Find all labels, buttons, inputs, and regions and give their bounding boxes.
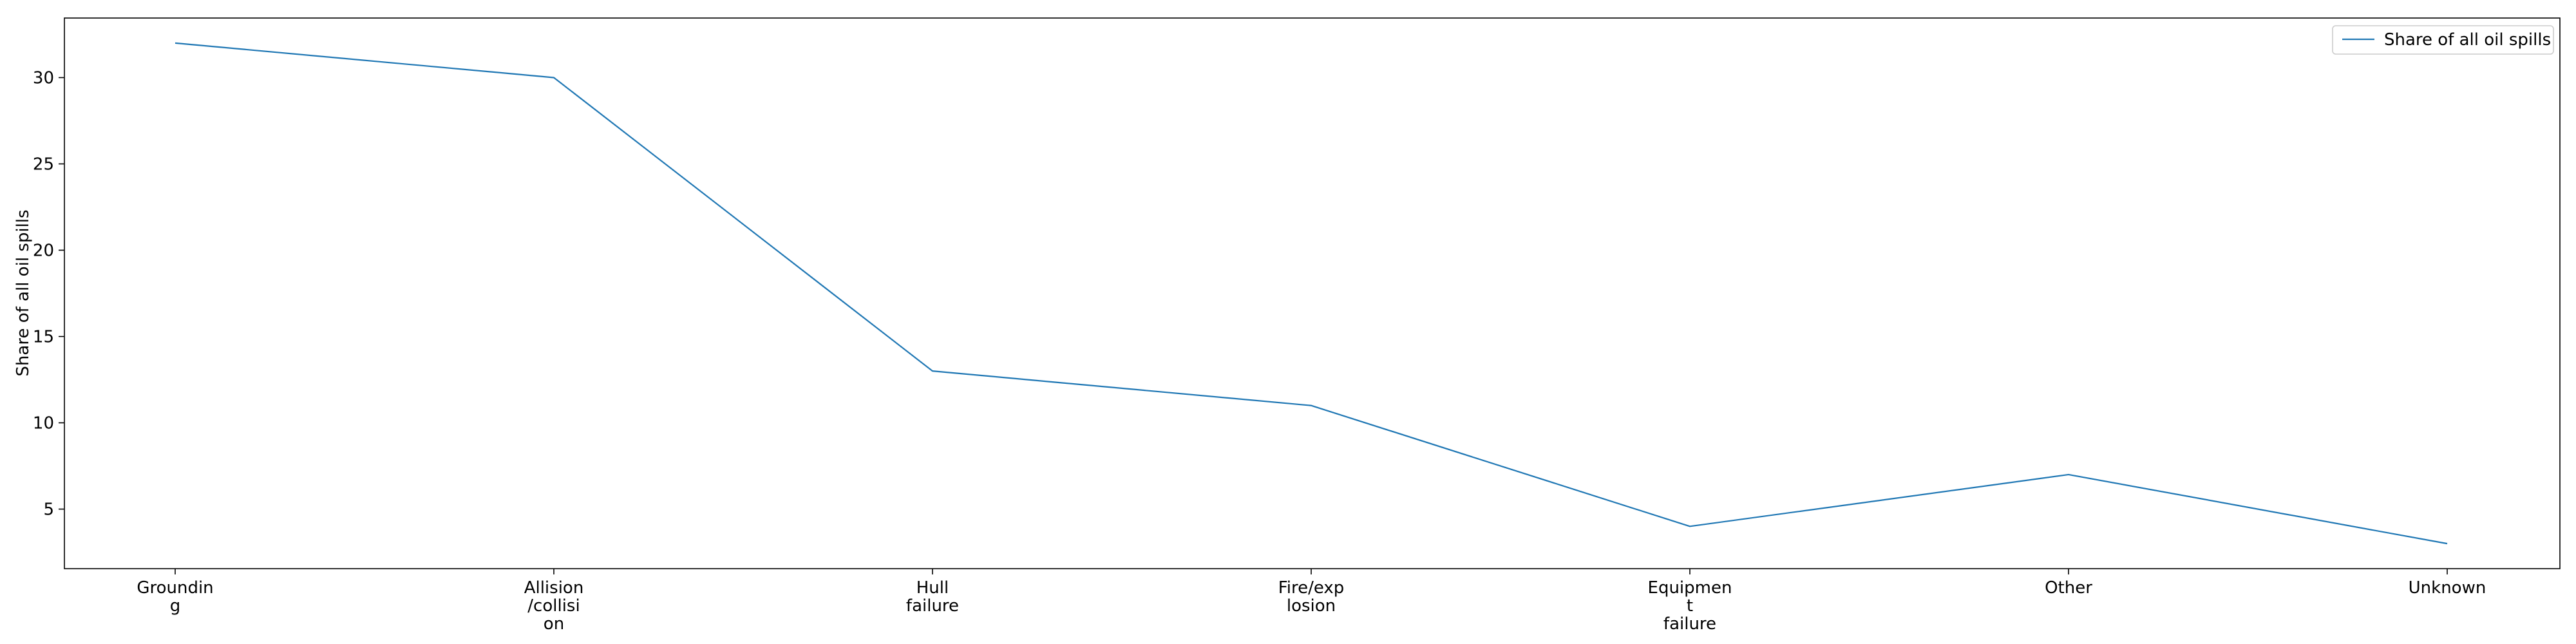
series-layer xyxy=(175,42,2448,545)
x-tick-label: Equipmen t failure xyxy=(1648,578,1732,634)
y-tick-label: 20 xyxy=(33,241,54,260)
x-tick-label: Unknown xyxy=(2409,578,2486,598)
y-tick-label: 10 xyxy=(33,414,54,433)
x-tick-label: Other xyxy=(2045,578,2092,598)
x-tick-label: Groundin g xyxy=(137,578,213,616)
legend-entry-label: Share of all oil spills xyxy=(2384,30,2551,50)
legend-box xyxy=(2332,25,2554,55)
x-tick-label: Allision/collisi on xyxy=(524,578,584,634)
legend: Share of all oil spills xyxy=(2332,25,2554,55)
y-axis-label: Share of all oil spills xyxy=(14,209,33,376)
x-tick-label: Fire/exp losion xyxy=(1278,578,1345,616)
y-tick-label: 15 xyxy=(33,328,54,347)
plot-frame xyxy=(64,17,2561,569)
y-tick-label: 5 xyxy=(43,500,54,520)
x-tick-label: Hull failure xyxy=(906,578,959,616)
x-axis: Groundin g Allision/collisi on Hull failure Fi… xyxy=(137,569,2486,634)
y-tick-label: 25 xyxy=(33,155,54,174)
y-tick-label: 30 xyxy=(33,68,54,88)
y-axis: 5 10 15 20 25 30 xyxy=(33,68,64,520)
